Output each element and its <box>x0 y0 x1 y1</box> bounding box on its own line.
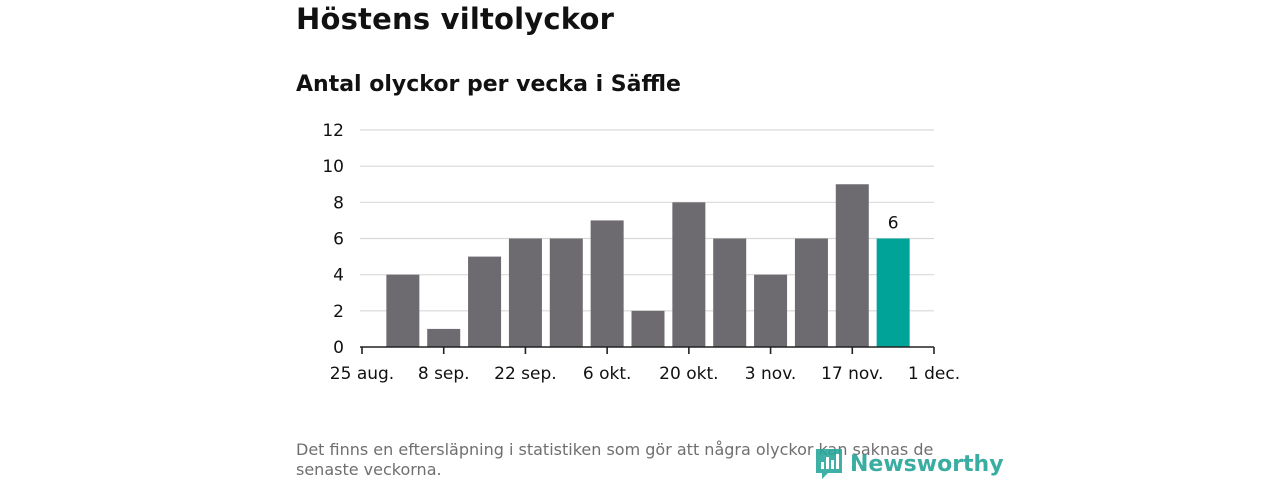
x-tick-label: 25 aug. <box>330 364 394 384</box>
y-tick-label: 8 <box>333 193 344 213</box>
bar <box>672 202 706 347</box>
bar <box>508 238 542 347</box>
x-tick-label: 1 dec. <box>908 364 960 384</box>
bars <box>386 184 910 347</box>
bar <box>427 328 461 347</box>
footnote: Det finns en eftersläpning i statistiken… <box>296 440 934 479</box>
bar <box>549 238 583 347</box>
y-tick-label: 6 <box>333 230 344 250</box>
y-tick-label: 10 <box>322 157 344 177</box>
chart-title: Höstens viltolyckor <box>296 2 615 36</box>
newsworthy-logo-icon <box>816 449 842 479</box>
bar <box>631 310 665 347</box>
bar-highlight <box>876 238 910 347</box>
bar <box>590 220 624 347</box>
y-axis: 0 2 4 6 8 10 12 <box>322 121 344 358</box>
bar <box>468 256 502 347</box>
y-tick-label: 4 <box>333 266 344 286</box>
y-tick-label: 12 <box>322 121 344 141</box>
x-tick-label: 3 nov. <box>745 364 797 384</box>
chart-subtitle: Antal olyckor per vecka i Säffle <box>296 72 681 97</box>
x-axis: 25 aug. 8 sep. 22 sep. 6 okt. 20 okt. 3 nov. 1… <box>330 346 960 384</box>
bar-chart: 0 2 4 6 8 10 12 25 aug. 8 sep. 22 sep. 6 okt. 20 o… <box>322 121 960 384</box>
y-tick-label: 2 <box>333 302 344 322</box>
x-tick-label: 20 okt. <box>659 364 718 384</box>
data-labels: 6 <box>888 214 899 234</box>
bar <box>386 274 420 347</box>
x-tick-label: 22 sep. <box>494 364 557 384</box>
bar-value-label: 6 <box>888 214 899 234</box>
newsworthy-logo: Newsworthy <box>814 446 1004 482</box>
x-tick-label: 6 okt. <box>583 364 632 384</box>
bar <box>754 274 788 347</box>
y-tick-label: 0 <box>333 338 344 358</box>
x-tick-label: 17 nov. <box>821 364 883 384</box>
bar <box>794 238 828 347</box>
bar <box>835 184 869 347</box>
bar <box>713 238 747 347</box>
brand-name: Newsworthy <box>850 451 1004 477</box>
x-tick-label: 8 sep. <box>418 364 470 384</box>
